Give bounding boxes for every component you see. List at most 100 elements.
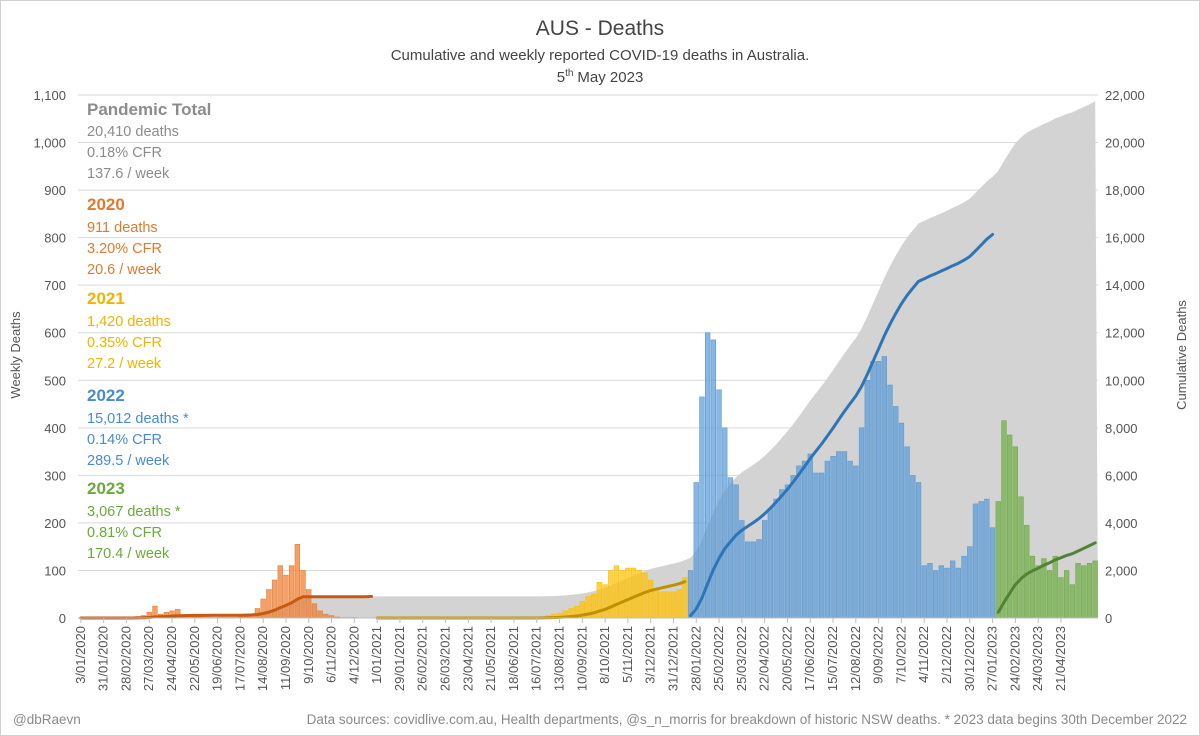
bar-2022	[750, 541, 756, 619]
right-tick-label: 0	[1105, 611, 1112, 626]
x-tick-label: 3/12/2021	[643, 626, 658, 684]
bar-2022	[972, 503, 979, 619]
x-tick-label: 16/07/2021	[529, 626, 544, 691]
footer-handle: @dbRaevn	[13, 712, 81, 727]
x-tick-label: 26/02/2021	[415, 626, 430, 691]
bar-2020	[294, 543, 300, 619]
legend-2022-deaths: 15,012 deaths *	[87, 411, 189, 427]
bar-2022	[767, 508, 773, 619]
x-tick-label: 7/10/2022	[893, 626, 908, 684]
legend-2023: 2023 3,067 deaths * 0.81% CFR 170.4 / we…	[87, 479, 181, 562]
x-tick-label: 4/12/2020	[346, 626, 361, 684]
legend-total: Pandemic Total 20,410 deaths 0.18% CFR 1…	[87, 100, 211, 182]
bar-2022	[841, 451, 848, 619]
right-tick-label: 12,000	[1105, 326, 1145, 341]
bar-2022	[961, 555, 967, 619]
bar-2022	[773, 498, 779, 619]
bar-2021	[642, 572, 648, 619]
bar-2022	[836, 451, 842, 619]
x-axis-ticks: 3/01/2020 31/01/2020 28/02/2020 27/03/2020 2…	[73, 618, 1068, 691]
left-tick-label: 200	[44, 516, 66, 531]
x-tick-label: 31/01/2020	[96, 626, 111, 691]
left-tick-label: 900	[44, 183, 66, 198]
bar-2022	[910, 475, 916, 619]
bar-2022	[704, 332, 711, 619]
legend-2020-title: 2020	[87, 195, 125, 214]
chart-date: 5th May 2023	[557, 68, 644, 86]
x-tick-label: 23/04/2021	[460, 626, 475, 691]
bar-2022	[904, 446, 910, 619]
legend-2020: 2020 911 deaths 3.20% CFR 20.6 / week	[87, 195, 162, 278]
bar-2023	[1075, 562, 1081, 619]
bar-2022	[921, 565, 927, 619]
right-tick-label: 18,000	[1105, 183, 1145, 198]
bar-2020	[288, 565, 295, 619]
bar-2023	[1029, 555, 1036, 619]
left-tick-label: 300	[44, 468, 66, 483]
bar-2022	[949, 560, 956, 619]
x-tick-label: 1/01/2021	[369, 626, 384, 684]
bar-2022	[881, 356, 887, 619]
bar-2021	[613, 565, 620, 619]
bar-2022	[779, 489, 785, 619]
x-tick-label: 29/01/2021	[392, 626, 407, 691]
footer-sources: Data sources: covidlive.com.au, Health d…	[307, 712, 1187, 727]
bar-2022	[699, 396, 705, 619]
right-tick-label: 14,000	[1105, 278, 1145, 293]
bar-2022	[739, 520, 745, 619]
x-tick-label: 24/03/2023	[1030, 626, 1045, 691]
bar-2022	[944, 567, 950, 619]
legend-total-deaths: 20,410 deaths	[87, 124, 179, 140]
x-tick-label: 22/05/2020	[187, 626, 202, 691]
bar-2022	[989, 527, 996, 619]
date-day: 5	[557, 69, 565, 86]
x-tick-label: 14/08/2020	[255, 626, 270, 691]
left-tick-label: 1,000	[33, 136, 66, 151]
bar-2022	[864, 379, 870, 619]
legend-total-rate: 137.6 / week	[87, 166, 170, 182]
right-axis-ticks: 0 2,000 4,000 6,000 8,000 10,000 12,000 14,000 1…	[1105, 88, 1145, 626]
bar-2021	[625, 567, 631, 619]
bar-2021	[630, 567, 637, 619]
bar-2021	[647, 579, 654, 619]
x-tick-label: 27/03/2020	[141, 626, 156, 691]
legend-2020-deaths: 911 deaths	[87, 220, 158, 236]
legend-total-cfr: 0.18% CFR	[87, 145, 162, 161]
bar-2022	[761, 520, 768, 619]
chart-title: AUS - Deaths	[536, 17, 664, 40]
bar-2022	[687, 570, 694, 619]
legend-2021: 2021 1,420 deaths 0.35% CFR 27.2 / week	[87, 289, 171, 372]
bar-2022	[796, 465, 802, 619]
left-tick-label: 800	[44, 231, 66, 246]
x-tick-label: 9/10/2020	[301, 626, 316, 684]
x-tick-label: 28/02/2020	[118, 626, 133, 691]
right-tick-label: 10,000	[1105, 373, 1145, 388]
x-tick-label: 24/02/2023	[1007, 626, 1022, 691]
left-tick-label: 600	[44, 326, 66, 341]
bar-2023	[1012, 446, 1018, 619]
legend-total-title: Pandemic Total	[87, 100, 211, 119]
left-axis-ticks: 0 100 200 300 400 500 600 700 800 900 1,000 1,100	[33, 88, 66, 626]
x-tick-label: 17/07/2020	[232, 626, 247, 691]
left-tick-label: 700	[44, 278, 66, 293]
date-rest: May 2023	[577, 69, 643, 86]
x-tick-label: 26/03/2021	[438, 626, 453, 691]
x-tick-label: 3/01/2020	[73, 626, 88, 684]
bar-2022	[887, 384, 893, 619]
bar-2023	[1018, 496, 1024, 619]
legend-2021-title: 2021	[87, 289, 125, 308]
bar-2021	[619, 570, 625, 619]
legend-2022-rate: 289.5 / week	[87, 453, 170, 469]
bar-2022	[813, 472, 819, 619]
bar-2022	[955, 567, 961, 619]
bar-2023	[1081, 565, 1087, 619]
bar-2021	[676, 589, 682, 619]
bar-2023	[1064, 570, 1070, 619]
bar-2020	[323, 613, 329, 619]
legend-2023-rate: 170.4 / week	[87, 546, 170, 562]
bar-2022	[790, 475, 796, 619]
x-tick-label: 17/06/2022	[802, 626, 817, 691]
bar-2020	[277, 565, 283, 619]
bar-2022	[693, 482, 699, 619]
bar-2022	[898, 422, 905, 619]
